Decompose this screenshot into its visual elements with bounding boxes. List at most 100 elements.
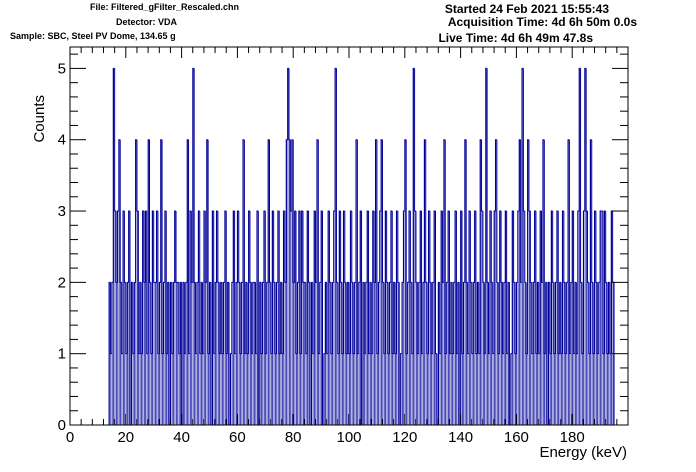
histogram-bin <box>241 282 243 425</box>
histogram-bin <box>372 211 374 425</box>
histogram-bin <box>343 211 345 425</box>
histogram-bin <box>485 68 487 426</box>
histogram-bin <box>530 282 532 425</box>
histogram-bin <box>452 353 453 425</box>
histogram-bin <box>428 211 430 425</box>
histogram-bin <box>576 353 578 425</box>
histogram-bin <box>403 211 405 425</box>
histogram-bin <box>284 282 286 425</box>
histogram-bin <box>136 211 138 425</box>
histogram-bin <box>300 353 301 425</box>
acquisition-time-label: Acquisition Time: 4d 6h 50m 0.0s <box>447 15 637 29</box>
histogram-bin <box>230 353 232 425</box>
histogram-bin <box>573 353 575 425</box>
histogram-bin <box>346 353 347 425</box>
histogram-bin <box>199 353 201 425</box>
histogram-bin <box>427 353 428 425</box>
histogram-bin <box>295 353 297 425</box>
x-tick-label: 160 <box>504 429 529 446</box>
histogram-bin <box>217 282 219 425</box>
histogram-bin <box>538 353 540 425</box>
histogram-bin <box>282 353 283 425</box>
histogram-bin <box>155 282 156 425</box>
histogram-bin <box>255 353 257 425</box>
y-tick-label: 4 <box>58 132 66 149</box>
histogram-bin <box>256 211 258 425</box>
histogram-bin <box>187 139 188 425</box>
histogram-bin <box>224 211 226 425</box>
histogram-bin <box>269 282 271 425</box>
histogram-bin <box>272 211 273 425</box>
histogram-bin <box>471 353 473 425</box>
histogram-bin <box>259 282 261 425</box>
histogram-bin <box>499 211 501 425</box>
histogram-bin <box>195 353 197 425</box>
histogram-bin <box>120 282 121 425</box>
histogram-bin <box>166 353 167 425</box>
histogram-bin <box>364 353 366 425</box>
histogram-bin <box>607 353 608 425</box>
histogram-bin <box>446 282 448 425</box>
histogram-bin <box>188 353 190 425</box>
histogram-bin <box>121 353 123 425</box>
histogram-bin <box>294 211 296 425</box>
histogram-bin <box>396 211 398 425</box>
histogram-bin <box>545 282 547 425</box>
histogram-bin <box>537 282 539 425</box>
histogram-bin <box>411 353 413 425</box>
histogram-bin <box>251 353 253 425</box>
histogram-bin <box>354 282 356 425</box>
histogram-bin <box>450 282 452 425</box>
histogram-bin <box>146 353 148 425</box>
histogram-bin <box>280 282 282 425</box>
histogram-bin <box>240 353 241 425</box>
histogram-bin <box>534 211 536 425</box>
histogram-bin <box>487 282 488 425</box>
histogram-bin <box>196 282 198 425</box>
histogram-bin <box>336 282 338 425</box>
histogram-bin <box>378 282 379 425</box>
histogram-bin <box>474 211 476 425</box>
histogram-bin <box>213 353 215 425</box>
histogram-bin <box>441 211 442 425</box>
histogram-bin <box>393 282 395 425</box>
x-tick-label: 60 <box>229 429 246 446</box>
histogram-bin <box>216 211 218 425</box>
histogram-bin <box>353 353 354 425</box>
histogram-bin <box>312 353 314 425</box>
histogram-bin <box>201 282 202 425</box>
histogram-bin <box>162 353 163 425</box>
histogram-bin <box>319 282 321 425</box>
histogram-bin <box>572 211 573 425</box>
histogram-bin <box>554 353 555 425</box>
histogram-bin <box>176 282 177 425</box>
histogram-bin <box>460 211 462 425</box>
histogram-bin <box>432 282 434 425</box>
histogram-bin <box>502 353 504 425</box>
histogram-bin <box>591 282 593 425</box>
histogram-bin <box>466 282 467 425</box>
histogram-bin <box>388 353 389 425</box>
histogram-bin <box>555 282 557 425</box>
histogram-bin <box>339 211 340 425</box>
histogram-bin <box>290 211 292 425</box>
histogram-bin <box>551 211 552 425</box>
histogram-bin <box>491 282 492 425</box>
y-axis-title: Counts <box>31 95 48 143</box>
histogram-bin <box>325 282 326 425</box>
histogram-bin <box>351 282 353 425</box>
histogram-bin <box>541 282 543 425</box>
histogram-bin <box>407 282 409 425</box>
histogram-bin <box>577 211 579 425</box>
histogram-bin <box>435 353 437 425</box>
histogram-bin <box>142 211 144 425</box>
histogram-bin <box>558 353 559 425</box>
histogram-bin <box>468 211 470 425</box>
histogram-bin <box>516 282 518 425</box>
histogram-bin <box>580 282 582 425</box>
histogram-bin <box>205 282 207 425</box>
histogram-bin <box>180 282 181 425</box>
histogram-bin <box>556 211 558 425</box>
histogram-bin <box>263 211 265 425</box>
histogram-bin <box>604 211 605 425</box>
